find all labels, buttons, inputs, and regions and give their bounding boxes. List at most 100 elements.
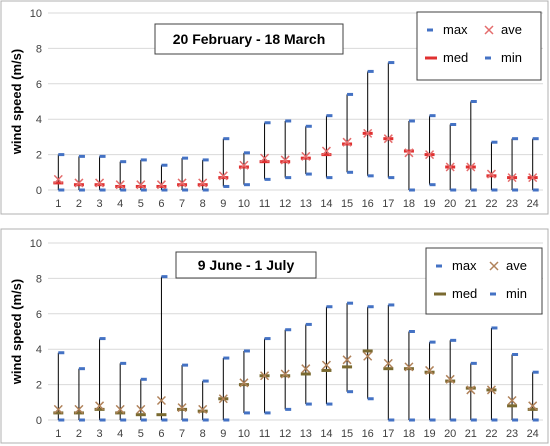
- legend-label-max: max: [452, 258, 477, 273]
- x-tick-label: 5: [138, 428, 144, 440]
- y-tick-label: 0: [36, 185, 42, 197]
- y-tick-label: 10: [30, 8, 42, 20]
- y-tick-label: 0: [36, 415, 42, 427]
- x-tick-label: 19: [423, 428, 435, 440]
- average-mark: [74, 178, 84, 188]
- x-tick-label: 3: [97, 428, 103, 440]
- average-mark: [239, 378, 249, 388]
- x-tick-label: 20: [444, 198, 456, 210]
- y-tick-label: 2: [36, 380, 42, 392]
- x-tick-label: 2: [76, 198, 82, 210]
- average-mark: [198, 404, 208, 414]
- average-mark: [136, 404, 146, 414]
- y-tick-label: 8: [36, 43, 42, 55]
- legend-label-min: min: [501, 50, 522, 65]
- average-mark: [425, 150, 435, 160]
- x-tick-label: 12: [279, 428, 291, 440]
- average-mark: [486, 169, 496, 179]
- average-mark: [260, 153, 270, 163]
- average-mark: [156, 180, 166, 190]
- average-mark: [528, 401, 538, 411]
- average-mark: [321, 146, 331, 156]
- average-mark: [301, 364, 311, 374]
- y-tick-label: 4: [36, 344, 42, 356]
- average-mark: [177, 403, 187, 413]
- x-tick-label: 22: [485, 428, 497, 440]
- average-mark: [115, 180, 125, 190]
- x-tick-label: 18: [403, 198, 415, 210]
- average-mark: [74, 404, 84, 414]
- average-mark: [404, 362, 414, 372]
- x-tick-label: 18: [403, 428, 415, 440]
- average-mark: [280, 155, 290, 165]
- x-tick-label: 15: [341, 198, 353, 210]
- average-mark: [445, 374, 455, 384]
- legend-box: [416, 11, 542, 81]
- y-tick-label: 2: [36, 150, 42, 162]
- average-mark: [342, 355, 352, 365]
- average-mark: [363, 351, 373, 361]
- x-tick-label: 12: [279, 198, 291, 210]
- average-mark: [280, 369, 290, 379]
- average-mark: [115, 404, 125, 414]
- x-tick-label: 19: [423, 198, 435, 210]
- x-tick-label: 4: [117, 428, 123, 440]
- average-mark: [321, 360, 331, 370]
- average-mark: [156, 395, 166, 406]
- average-mark: [260, 371, 270, 381]
- x-tick-label: 10: [238, 428, 250, 440]
- y-tick-label: 10: [30, 238, 42, 250]
- y-tick-label: 8: [36, 273, 42, 285]
- x-tick-label: 20: [444, 428, 456, 440]
- x-tick-label: 17: [382, 428, 394, 440]
- legend-label-med: med: [452, 286, 477, 301]
- average-mark: [342, 137, 352, 147]
- x-tick-label: 3: [97, 198, 103, 210]
- y-axis-label: wind speed (m/s): [9, 49, 24, 155]
- y-tick-label: 4: [36, 114, 42, 126]
- average-mark: [466, 385, 476, 395]
- x-tick-label: 1: [55, 428, 61, 440]
- y-tick-label: 6: [36, 79, 42, 91]
- x-tick-label: 16: [362, 198, 374, 210]
- y-axis-label: wind speed (m/s): [9, 279, 24, 385]
- average-mark: [425, 365, 435, 375]
- chart-title: 20 February - 18 March: [173, 31, 326, 47]
- x-tick-label: 7: [179, 428, 185, 440]
- average-mark: [507, 173, 517, 183]
- x-tick-label: 21: [465, 198, 477, 210]
- average-mark: [136, 180, 146, 190]
- x-tick-label: 22: [485, 198, 497, 210]
- average-mark: [383, 358, 393, 368]
- x-tick-label: 24: [527, 198, 539, 210]
- x-tick-label: 10: [238, 198, 250, 210]
- legend-label-ave: ave: [506, 258, 527, 273]
- average-mark: [383, 134, 393, 144]
- x-tick-label: 14: [320, 198, 332, 210]
- legend-box: [425, 247, 543, 315]
- x-tick-label: 2: [76, 428, 82, 440]
- x-tick-label: 15: [341, 428, 353, 440]
- legend-ave-swatch: [489, 261, 499, 271]
- x-tick-label: 13: [300, 198, 312, 210]
- average-mark: [404, 148, 414, 158]
- x-tick-label: 1: [55, 198, 61, 210]
- average-mark: [528, 173, 538, 183]
- x-tick-label: 8: [200, 198, 206, 210]
- x-tick-label: 6: [158, 198, 164, 210]
- x-tick-label: 17: [382, 198, 394, 210]
- average-mark: [53, 404, 63, 414]
- average-mark: [95, 178, 105, 188]
- x-tick-label: 7: [179, 198, 185, 210]
- x-tick-label: 11: [259, 198, 270, 210]
- legend-label-med: med: [443, 50, 468, 65]
- legend-label-ave: ave: [501, 22, 522, 37]
- average-mark: [198, 178, 208, 188]
- average-mark: [53, 174, 63, 184]
- average-mark: [445, 162, 455, 172]
- average-mark: [95, 401, 105, 411]
- x-tick-label: 6: [158, 428, 164, 440]
- average-mark: [301, 151, 311, 161]
